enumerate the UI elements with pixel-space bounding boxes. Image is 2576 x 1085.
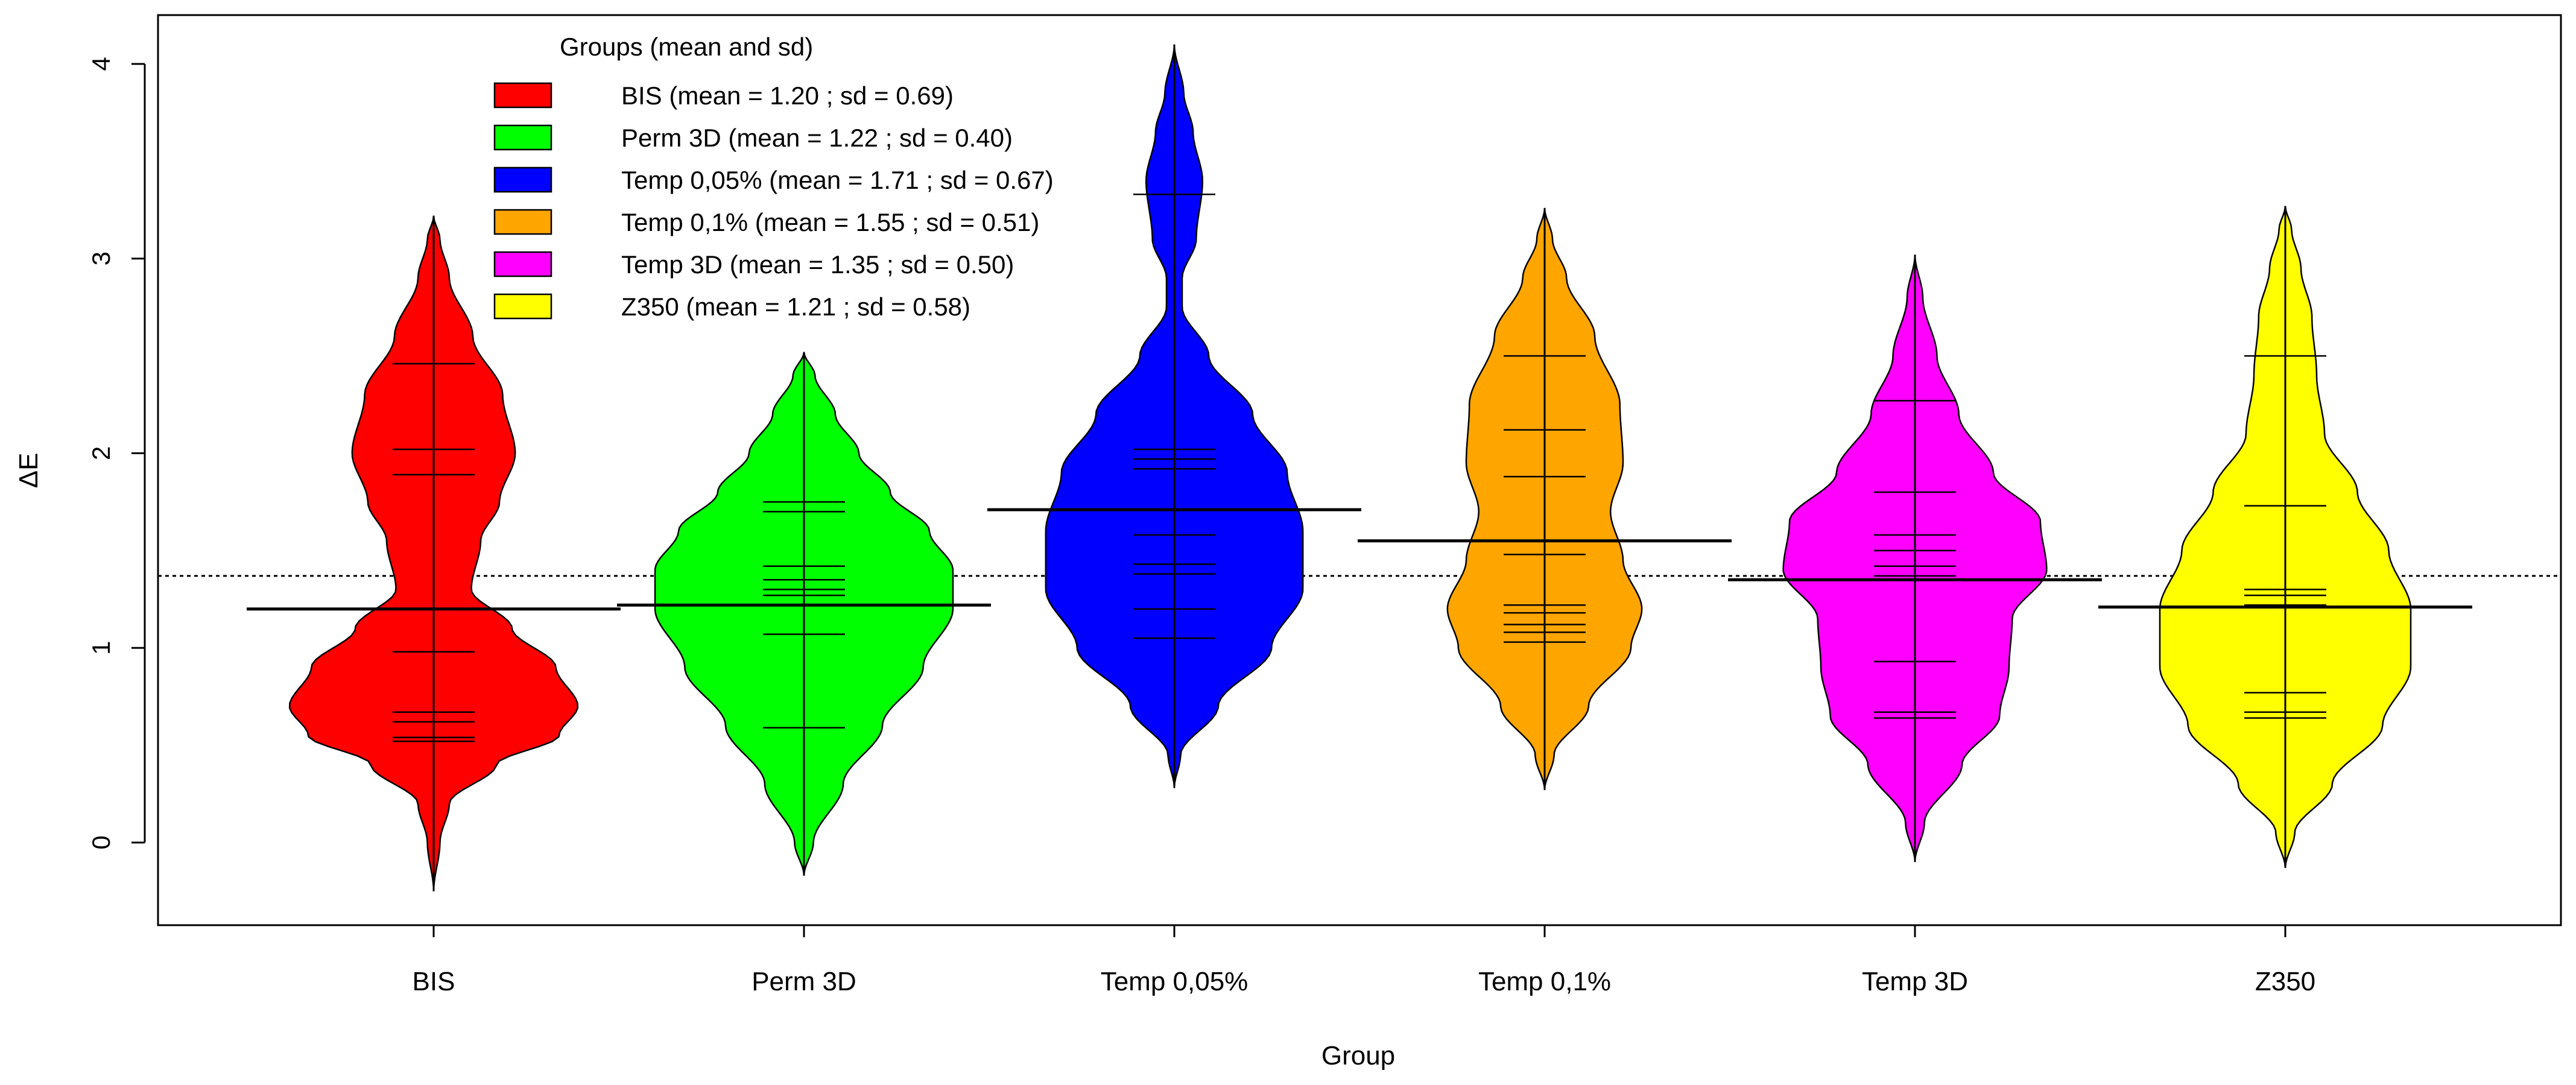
y-tick-label: 0 bbox=[87, 835, 115, 849]
x-axis-title: Group bbox=[1321, 1041, 1395, 1071]
legend-label: Z350 (mean = 1.21 ; sd = 0.58) bbox=[621, 293, 970, 321]
bean-bis bbox=[247, 215, 621, 891]
legend-swatch bbox=[493, 293, 552, 320]
x-tick-label: Temp 0,1% bbox=[1478, 967, 1611, 996]
y-tick-label: 1 bbox=[87, 641, 115, 655]
legend-swatch bbox=[493, 82, 552, 109]
bean-z350 bbox=[2098, 206, 2472, 868]
legend-swatch bbox=[493, 124, 552, 151]
x-tick-label: BIS bbox=[413, 967, 455, 996]
legend-title: Groups (mean and sd) bbox=[560, 33, 813, 61]
y-axis: 0 1 2 3 4 bbox=[87, 57, 146, 850]
y-axis-title: ΔE bbox=[14, 453, 43, 489]
legend: Groups (mean and sd) BIS (mean = 1.20 ; … bbox=[493, 33, 1054, 321]
x-tick-label: Temp 0,05% bbox=[1101, 967, 1248, 996]
x-tick-label: Z350 bbox=[2255, 967, 2315, 996]
legend-label: Perm 3D (mean = 1.22 ; sd = 0.40) bbox=[621, 124, 1013, 152]
bean-temp-0-05- bbox=[987, 44, 1361, 788]
x-axis: BIS Perm 3D Temp 0,05% Temp 0,1% Temp 3D Z350 bbox=[413, 925, 2315, 996]
legend-label: BIS (mean = 1.20 ; sd = 0.69) bbox=[621, 81, 954, 110]
bean-temp-0-1- bbox=[1358, 207, 1732, 791]
x-tick-label: Temp 3D bbox=[1862, 967, 1968, 996]
legend-label: Temp 3D (mean = 1.35 ; sd = 0.50) bbox=[621, 250, 1014, 279]
plot-frame bbox=[157, 14, 2562, 926]
y-tick-label: 3 bbox=[87, 251, 115, 265]
legend-swatch bbox=[493, 209, 552, 235]
legend-label: Temp 0,1% (mean = 1.55 ; sd = 0.51) bbox=[621, 208, 1039, 236]
bean-perm-3d bbox=[617, 352, 991, 876]
bean-temp-3d bbox=[1728, 255, 2102, 862]
legend-swatch bbox=[493, 166, 552, 193]
beans-layer bbox=[247, 44, 2472, 891]
y-tick-label: 2 bbox=[87, 446, 115, 460]
legend-label: Temp 0,05% (mean = 1.71 ; sd = 0.67) bbox=[621, 166, 1054, 194]
y-tick-label: 4 bbox=[87, 57, 115, 71]
x-tick-label: Perm 3D bbox=[752, 967, 856, 996]
legend-swatch bbox=[493, 251, 552, 277]
